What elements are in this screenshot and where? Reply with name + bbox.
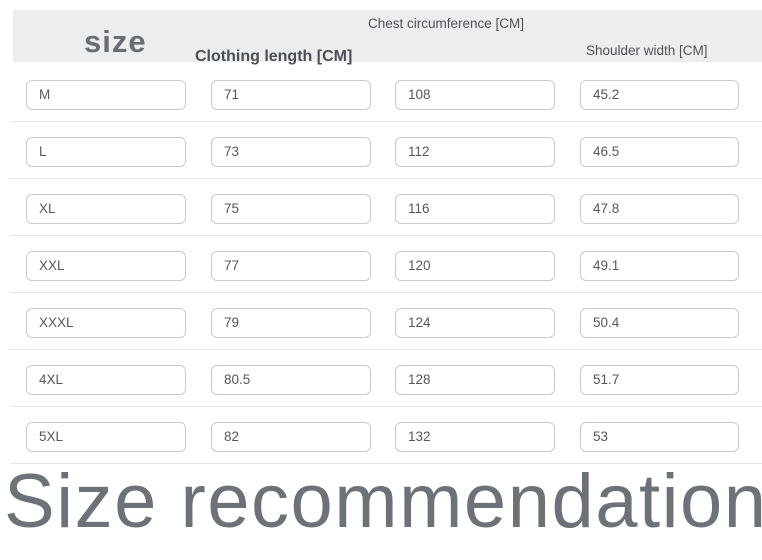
- table-row: L 73 112 46.5: [10, 122, 762, 179]
- chest-circumference-input[interactable]: 124: [395, 308, 555, 338]
- clothing-length-input[interactable]: 79: [211, 308, 371, 338]
- clothing-length-input[interactable]: 77: [211, 251, 371, 281]
- size-input[interactable]: 4XL: [26, 365, 186, 395]
- shoulder-width-input[interactable]: 47.8: [580, 194, 739, 224]
- shoulder-width-input[interactable]: 46.5: [580, 137, 739, 167]
- clothing-length-input[interactable]: 75: [211, 194, 371, 224]
- clothing-length-input[interactable]: 80.5: [211, 365, 371, 395]
- size-input[interactable]: L: [26, 137, 186, 167]
- chest-circumference-input[interactable]: 108: [395, 80, 555, 110]
- chest-circumference-input[interactable]: 116: [395, 194, 555, 224]
- shoulder-width-input[interactable]: 53: [580, 422, 739, 452]
- shoulder-width-input[interactable]: 50.4: [580, 308, 739, 338]
- size-input[interactable]: 5XL: [26, 422, 186, 452]
- clothing-length-column-header: Clothing length [CM]: [195, 48, 353, 65]
- clothing-length-input[interactable]: 82: [211, 422, 371, 452]
- size-column-header: size: [84, 24, 147, 59]
- size-input[interactable]: XL: [26, 194, 186, 224]
- size-recommendation-title: Size recommendation: [4, 459, 762, 544]
- table-row: 5XL 82 132 53: [10, 407, 762, 464]
- table-row: XXXL 79 124 50.4: [10, 293, 762, 350]
- table-row: 4XL 80.5 128 51.7: [10, 350, 762, 407]
- chest-circumference-column-header: Chest circumference [CM]: [368, 16, 525, 31]
- chest-circumference-input[interactable]: 132: [395, 422, 555, 452]
- size-input[interactable]: XXXL: [26, 308, 186, 338]
- chest-circumference-input[interactable]: 120: [395, 251, 555, 281]
- table-row: XXL 77 120 49.1: [10, 236, 762, 293]
- chest-circumference-input[interactable]: 128: [395, 365, 555, 395]
- size-input[interactable]: XXL: [26, 251, 186, 281]
- shoulder-width-column-header: Shoulder width [CM]: [586, 43, 708, 58]
- table-row: XL 75 116 47.8: [10, 179, 762, 236]
- shoulder-width-input[interactable]: 45.2: [580, 80, 739, 110]
- shoulder-width-input[interactable]: 49.1: [580, 251, 739, 281]
- size-table-rows: M 71 108 45.2 L 73 112 46.5 XL 75 116 47.8 XXL 77 120 4…: [0, 65, 762, 464]
- size-input[interactable]: M: [26, 80, 186, 110]
- clothing-length-input[interactable]: 71: [211, 80, 371, 110]
- shoulder-width-input[interactable]: 51.7: [580, 365, 739, 395]
- chest-circumference-input[interactable]: 112: [395, 137, 555, 167]
- clothing-length-input[interactable]: 73: [211, 137, 371, 167]
- table-row: M 71 108 45.2: [10, 65, 762, 122]
- table-header-band: size Chest circumference [CM] Clothing l…: [13, 10, 762, 65]
